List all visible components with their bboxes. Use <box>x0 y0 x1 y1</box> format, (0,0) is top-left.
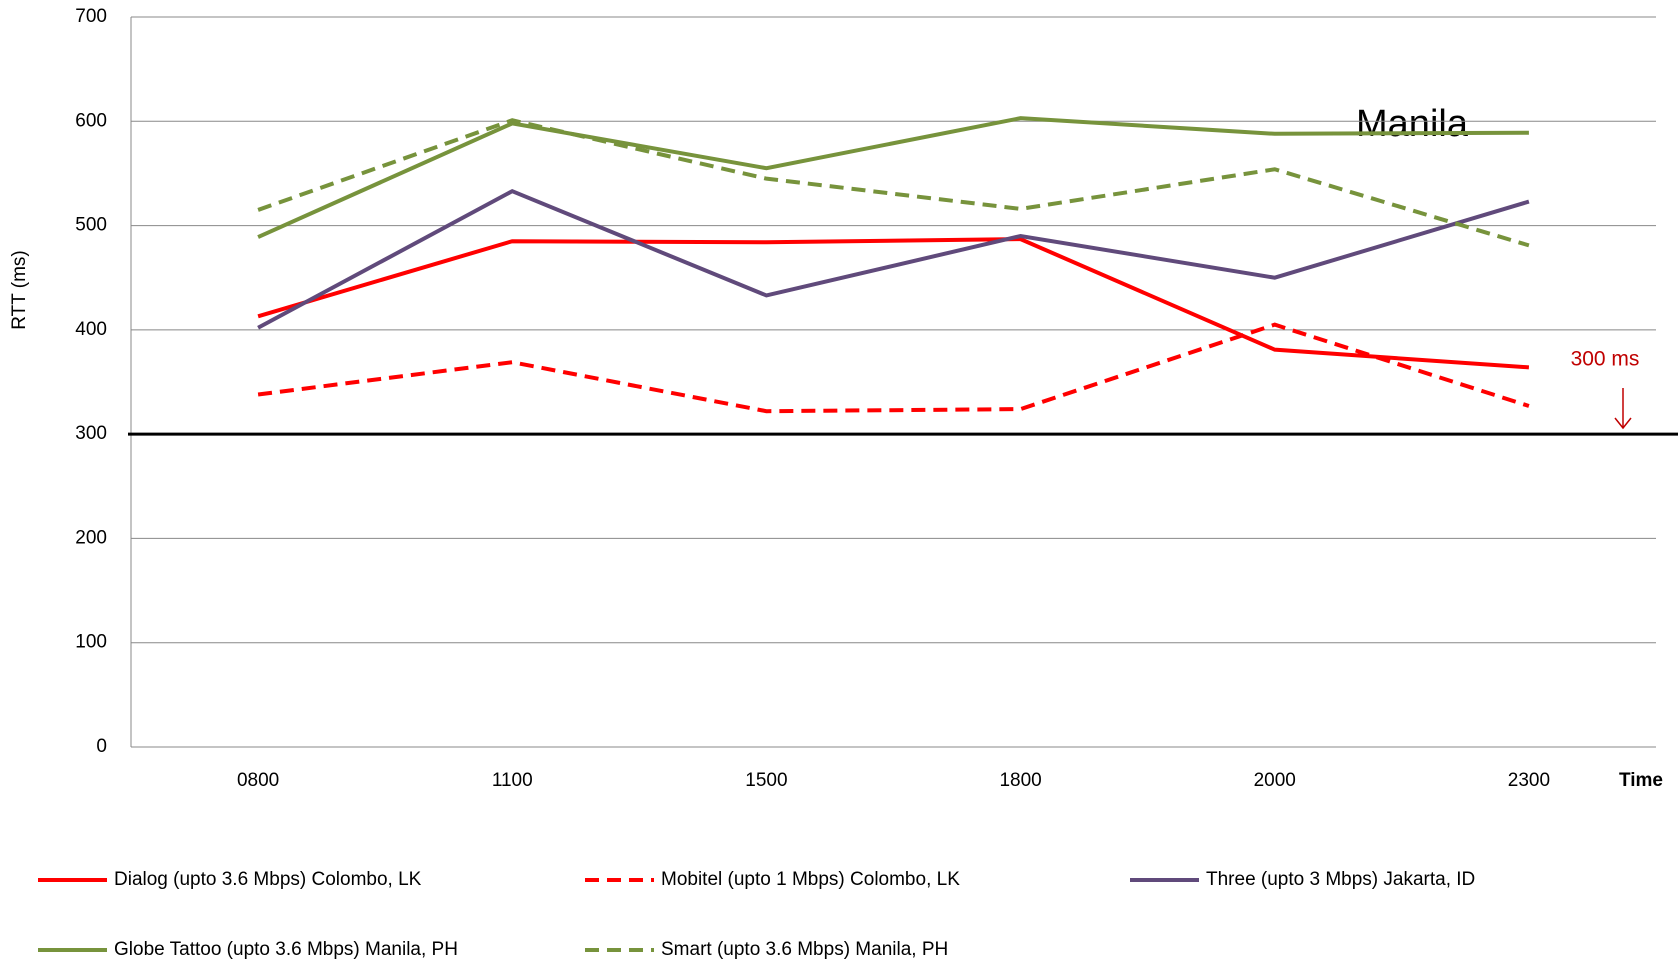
x-tick-label: 1500 <box>745 770 787 791</box>
x-tick-label: 1800 <box>999 770 1041 791</box>
series-line <box>257 118 1530 248</box>
y-axis-label: RTT (ms) <box>9 250 30 330</box>
y-tick-label: 600 <box>75 110 107 131</box>
x-tick-label: 1100 <box>492 770 533 791</box>
series-line <box>257 116 1529 239</box>
threshold-annotation: 300 ms <box>1571 348 1640 371</box>
legend-label: Mobitel (upto 1 Mbps) Colombo, LK <box>661 869 960 890</box>
arrow <box>1614 388 1632 430</box>
y-tick-label: 100 <box>75 632 107 653</box>
series-line <box>257 237 1530 370</box>
y-tick-label: 200 <box>75 527 107 548</box>
legend-label: Dialog (upto 3.6 Mbps) Colombo, LK <box>114 869 422 890</box>
legend-label: Three (upto 3 Mbps) Jakarta, ID <box>1206 869 1475 890</box>
legend-label: Globe Tattoo (upto 3.6 Mbps) Manila, PH <box>114 939 458 960</box>
manila-annotation: Manila <box>1356 103 1469 145</box>
y-tick-label: 0 <box>96 736 107 757</box>
x-tick-label: 2000 <box>1254 770 1296 791</box>
series-line <box>257 188 1530 330</box>
series-line <box>257 322 1530 414</box>
y-tick-label: 400 <box>75 319 107 340</box>
x-tick-label: 2300 <box>1508 770 1550 791</box>
y-tick-label: 500 <box>75 215 107 236</box>
x-axis-label: Time <box>1619 770 1663 791</box>
y-tick-label: 300 <box>75 423 107 444</box>
legend-label: Smart (upto 3.6 Mbps) Manila, PH <box>661 939 948 960</box>
x-tick-label: 0800 <box>237 770 279 791</box>
y-tick-label: 700 <box>75 6 107 27</box>
